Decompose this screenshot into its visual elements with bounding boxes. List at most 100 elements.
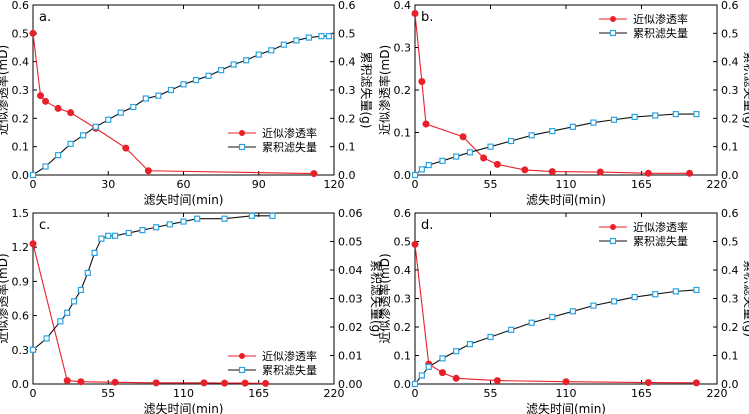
- x-tick-label: 220: [707, 178, 728, 191]
- panel-b: 0 55 110 165 2200.00.10.20.30.40.00.10.20.30…: [377, 0, 749, 207]
- data-point: [230, 61, 237, 68]
- panel-tag: d.: [421, 218, 433, 233]
- x-tick-label: 120: [324, 178, 345, 191]
- y-left-tick-label: 0.1: [394, 127, 412, 140]
- data-point: [80, 132, 87, 139]
- data-point: [411, 380, 419, 388]
- data-point: [293, 37, 300, 44]
- y-right-tick-label: 0.6: [338, 0, 356, 12]
- legend-marker: [239, 353, 245, 359]
- data-point: [672, 288, 679, 295]
- data-point: [569, 308, 576, 315]
- data-point: [562, 378, 570, 386]
- y-right-axis-label: 累积滤失量(g): [369, 260, 384, 337]
- legend-marker: [609, 237, 617, 245]
- data-point: [528, 319, 535, 326]
- data-point: [194, 215, 201, 222]
- y-left-tick-label: 0.2: [394, 321, 412, 334]
- y-left-tick-label: 1.5: [12, 207, 30, 220]
- y-right-tick-label: 0.6: [721, 0, 739, 12]
- y-left-tick-label: 0.1: [12, 141, 30, 154]
- data-point: [411, 171, 419, 179]
- data-point: [205, 72, 212, 79]
- legend-label: 近似渗透率: [633, 12, 688, 26]
- data-point: [507, 137, 515, 145]
- y-right-tick-label: 0.06: [338, 207, 363, 220]
- data-point: [652, 112, 659, 119]
- data-point: [84, 269, 91, 276]
- y-right-tick-label: 0.0: [338, 169, 356, 182]
- data-point: [122, 144, 130, 152]
- data-point: [590, 302, 597, 309]
- data-point: [67, 140, 74, 147]
- legend-label: 累积滤失量: [262, 141, 317, 154]
- data-point: [548, 168, 556, 176]
- y-left-tick-label: 0.3: [12, 344, 30, 357]
- legend-label: 累积滤失量: [262, 364, 317, 377]
- x-tick-label: 55: [484, 178, 498, 191]
- data-point: [166, 221, 173, 228]
- y-left-tick-label: 0.6: [394, 207, 412, 220]
- x-tick-label: 165: [248, 387, 269, 400]
- y-right-axis-label: 累积滤失量(g): [742, 260, 749, 337]
- panel-c: 0 55 110 165 220 0.0 0.3 0.6 0.9 1.2 1.5 0.00 0.01 0.…: [0, 207, 384, 414]
- panel-tag: b.: [421, 10, 433, 25]
- data-point: [487, 143, 494, 150]
- x-axis-label: 滤失时间(min): [526, 192, 606, 207]
- legend-label: 近似渗透率: [262, 126, 317, 140]
- y-left-tick-label: 0.2: [394, 84, 412, 97]
- y-left-tick-label: 0.4: [394, 264, 412, 277]
- data-point: [459, 133, 467, 141]
- x-axis-label: 滤失时间(min): [144, 192, 224, 207]
- data-point: [418, 372, 425, 379]
- x-tick-label: 30: [101, 178, 115, 191]
- data-point: [528, 132, 535, 139]
- data-point: [487, 333, 494, 341]
- panel-tag: a.: [39, 10, 51, 25]
- data-point: [152, 379, 160, 387]
- y-left-tick-label: 0.3: [394, 42, 412, 55]
- data-point: [439, 157, 446, 164]
- y-right-tick-label: 0.2: [721, 112, 739, 125]
- y-right-tick-label: 0.04: [338, 264, 363, 277]
- y-left-tick-label: 0.6: [12, 0, 30, 12]
- y-left-tick-label: 1.2: [12, 241, 30, 254]
- data-point: [221, 379, 229, 387]
- panel-d: 0 55 110 165 2200.00.10.20.30.40.50.60.00.10…: [377, 207, 749, 414]
- data-point: [200, 379, 208, 387]
- data-point: [70, 298, 78, 305]
- y-left-tick-label: 0.0: [394, 169, 412, 182]
- y-left-tick-label: 0.0: [394, 378, 412, 391]
- y-right-tick-label: 0.2: [721, 321, 739, 334]
- data-point: [411, 10, 419, 17]
- data-point: [42, 97, 50, 105]
- y-left-tick-label: 0.3: [12, 84, 30, 97]
- data-point: [29, 171, 37, 179]
- y-right-tick-label: 0.03: [338, 293, 363, 306]
- data-point: [37, 92, 45, 100]
- y-left-tick-label: 0.5: [394, 236, 412, 249]
- data-point: [268, 47, 275, 54]
- data-point: [243, 57, 250, 64]
- data-point: [453, 348, 460, 355]
- data-point: [652, 291, 659, 298]
- y-right-tick-label: 0.01: [338, 350, 363, 363]
- y-right-tick-label: 0.00: [338, 378, 363, 391]
- data-point: [43, 335, 50, 342]
- y-right-tick-label: 0.5: [338, 27, 356, 40]
- data-point: [54, 152, 62, 159]
- y-left-axis-label: 近似渗透率(mD): [377, 45, 392, 135]
- y-left-tick-label: 0.9: [12, 275, 30, 288]
- data-point: [218, 67, 225, 74]
- x-tick-label: 55: [101, 387, 115, 400]
- data-point: [142, 95, 149, 102]
- data-point: [507, 326, 515, 333]
- series-line: [414, 113, 697, 176]
- data-point: [92, 123, 99, 130]
- data-point: [180, 218, 187, 225]
- data-point: [693, 110, 700, 118]
- legend-label: 累积滤失量: [633, 27, 688, 40]
- data-point: [631, 293, 638, 301]
- data-point: [77, 378, 85, 386]
